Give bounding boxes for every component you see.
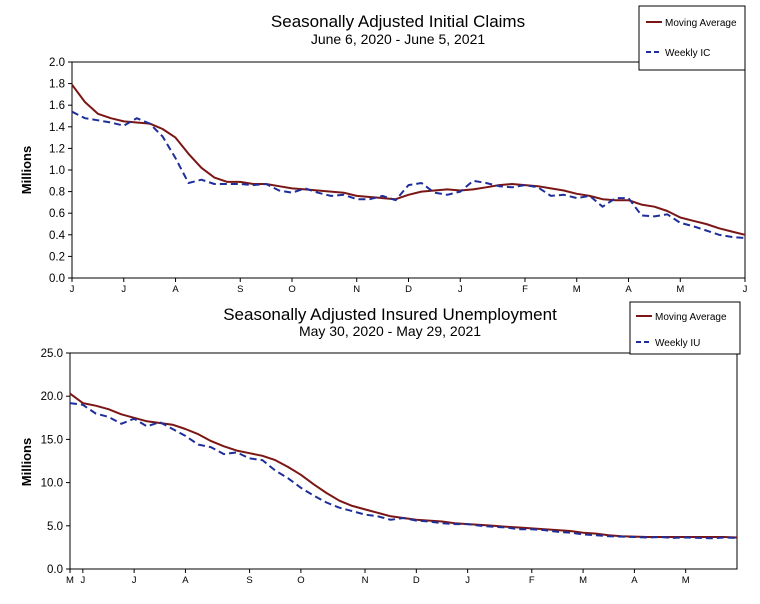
initial-claims-xtick-label: F [522, 284, 528, 295]
initial-claims-subtitle: June 6, 2020 - June 5, 2021 [311, 31, 486, 47]
insured-unemployment-xtick-label: M [579, 575, 587, 586]
insured-unemployment-xtick-label: S [246, 575, 252, 586]
initial-claims-ytick-label: 1.2 [49, 143, 65, 155]
initial-claims-series-moving-average-line [71, 84, 746, 236]
initial-claims-xtick-label: S [237, 284, 243, 295]
insured-unemployment-xtick-label: M [66, 575, 74, 586]
initial-claims-plot [71, 84, 746, 239]
insured-unemployment-ylabel: Millions [19, 438, 34, 486]
initial-claims-ytick-label: 2.0 [49, 57, 65, 69]
insured-unemployment-axes: 0.05.010.015.020.025.0M J J A S O N D J F M A M [41, 348, 738, 586]
insured-unemployment-ytick-label: 0.0 [47, 564, 63, 576]
insured-unemployment-ytick-label: 20.0 [41, 391, 63, 403]
initial-claims-legend: Moving Average Weekly IC [638, 5, 746, 71]
insured-unemployment-ytick-label: 25.0 [41, 348, 63, 360]
insured-unemployment-ytick-label: 5.0 [47, 521, 63, 533]
legend-moving-average-label-2: Moving Average [655, 312, 727, 323]
initial-claims-ytick-label: 0.2 [49, 251, 65, 263]
insured-unemployment-plot [69, 392, 738, 540]
insured-unemployment-subtitle: May 30, 2020 - May 29, 2021 [299, 323, 481, 339]
initial-claims-xtick-label: A [625, 284, 632, 295]
initial-claims-chart: Seasonally Adjusted Initial Claims June … [19, 5, 748, 295]
initial-claims-ytick-label: 0.4 [49, 230, 66, 242]
insured-unemployment-chart: Seasonally Adjusted Insured Unemployment… [19, 301, 741, 586]
insured-unemployment-ytick-label: 10.0 [41, 478, 63, 490]
initial-claims-ylabel: Millions [19, 146, 34, 194]
insured-unemployment-plot-frame [69, 352, 738, 570]
initial-claims-ytick-label: 0.6 [49, 208, 65, 220]
initial-claims-legend-box [638, 5, 746, 71]
insured-unemployment-xtick-label: M [682, 575, 690, 586]
initial-claims-xtick-label: J [743, 284, 748, 295]
insured-unemployment-ytick-label: 15.0 [41, 434, 63, 446]
insured-unemployment-series-weekly-line [69, 402, 738, 540]
legend-weekly-ic-label: Weekly IC [665, 48, 710, 59]
initial-claims-xtick-label: J [458, 284, 463, 295]
initial-claims-axes: 0.0 0.2 0.4 0.6 0.8 1.0 1.2 1.4 1.6 1.8 2.0 J J A S O N D… [49, 57, 748, 295]
initial-claims-xtick-label: O [288, 284, 295, 295]
initial-claims-xtick-label: M [676, 284, 684, 295]
insured-unemployment-legend-box [629, 301, 741, 355]
initial-claims-xtick-label: J [70, 284, 75, 295]
insured-unemployment-xtick-label: A [182, 575, 189, 586]
insured-unemployment-xtick-label: N [362, 575, 369, 586]
insured-unemployment-xtick-label: D [413, 575, 420, 586]
initial-claims-plot-frame [71, 61, 746, 279]
initial-claims-xtick-label: J [121, 284, 126, 295]
initial-claims-ytick-label: 0.8 [49, 187, 65, 199]
insured-unemployment-legend: Moving Average Weekly IU [629, 301, 741, 355]
insured-unemployment-xtick-label: J [465, 575, 470, 586]
initial-claims-ytick-label: 0.0 [49, 273, 65, 285]
insured-unemployment-title: Seasonally Adjusted Insured Unemployment [223, 305, 557, 324]
initial-claims-xtick-label: D [405, 284, 412, 295]
initial-claims-xtick-label: A [172, 284, 179, 295]
insured-unemployment-xtick-label: J [80, 575, 85, 586]
legend-moving-average-label: Moving Average [665, 18, 737, 29]
initial-claims-xtick-label: M [573, 284, 581, 295]
insured-unemployment-series-moving-average-line [69, 392, 738, 539]
insured-unemployment-xtick-label: F [529, 575, 535, 586]
initial-claims-ytick-label: 1.6 [49, 100, 65, 112]
initial-claims-title: Seasonally Adjusted Initial Claims [271, 12, 525, 31]
initial-claims-ytick-label: 1.4 [49, 122, 66, 134]
initial-claims-series-weekly-line [71, 110, 746, 239]
initial-claims-xtick-label: N [353, 284, 360, 295]
legend-weekly-iu-label: Weekly IU [655, 338, 700, 349]
insured-unemployment-xtick-label: A [631, 575, 638, 586]
insured-unemployment-xtick-label: O [297, 575, 304, 586]
initial-claims-ytick-label: 1.0 [49, 165, 65, 177]
insured-unemployment-xtick-label: J [132, 575, 137, 586]
initial-claims-ytick-label: 1.8 [49, 79, 65, 91]
